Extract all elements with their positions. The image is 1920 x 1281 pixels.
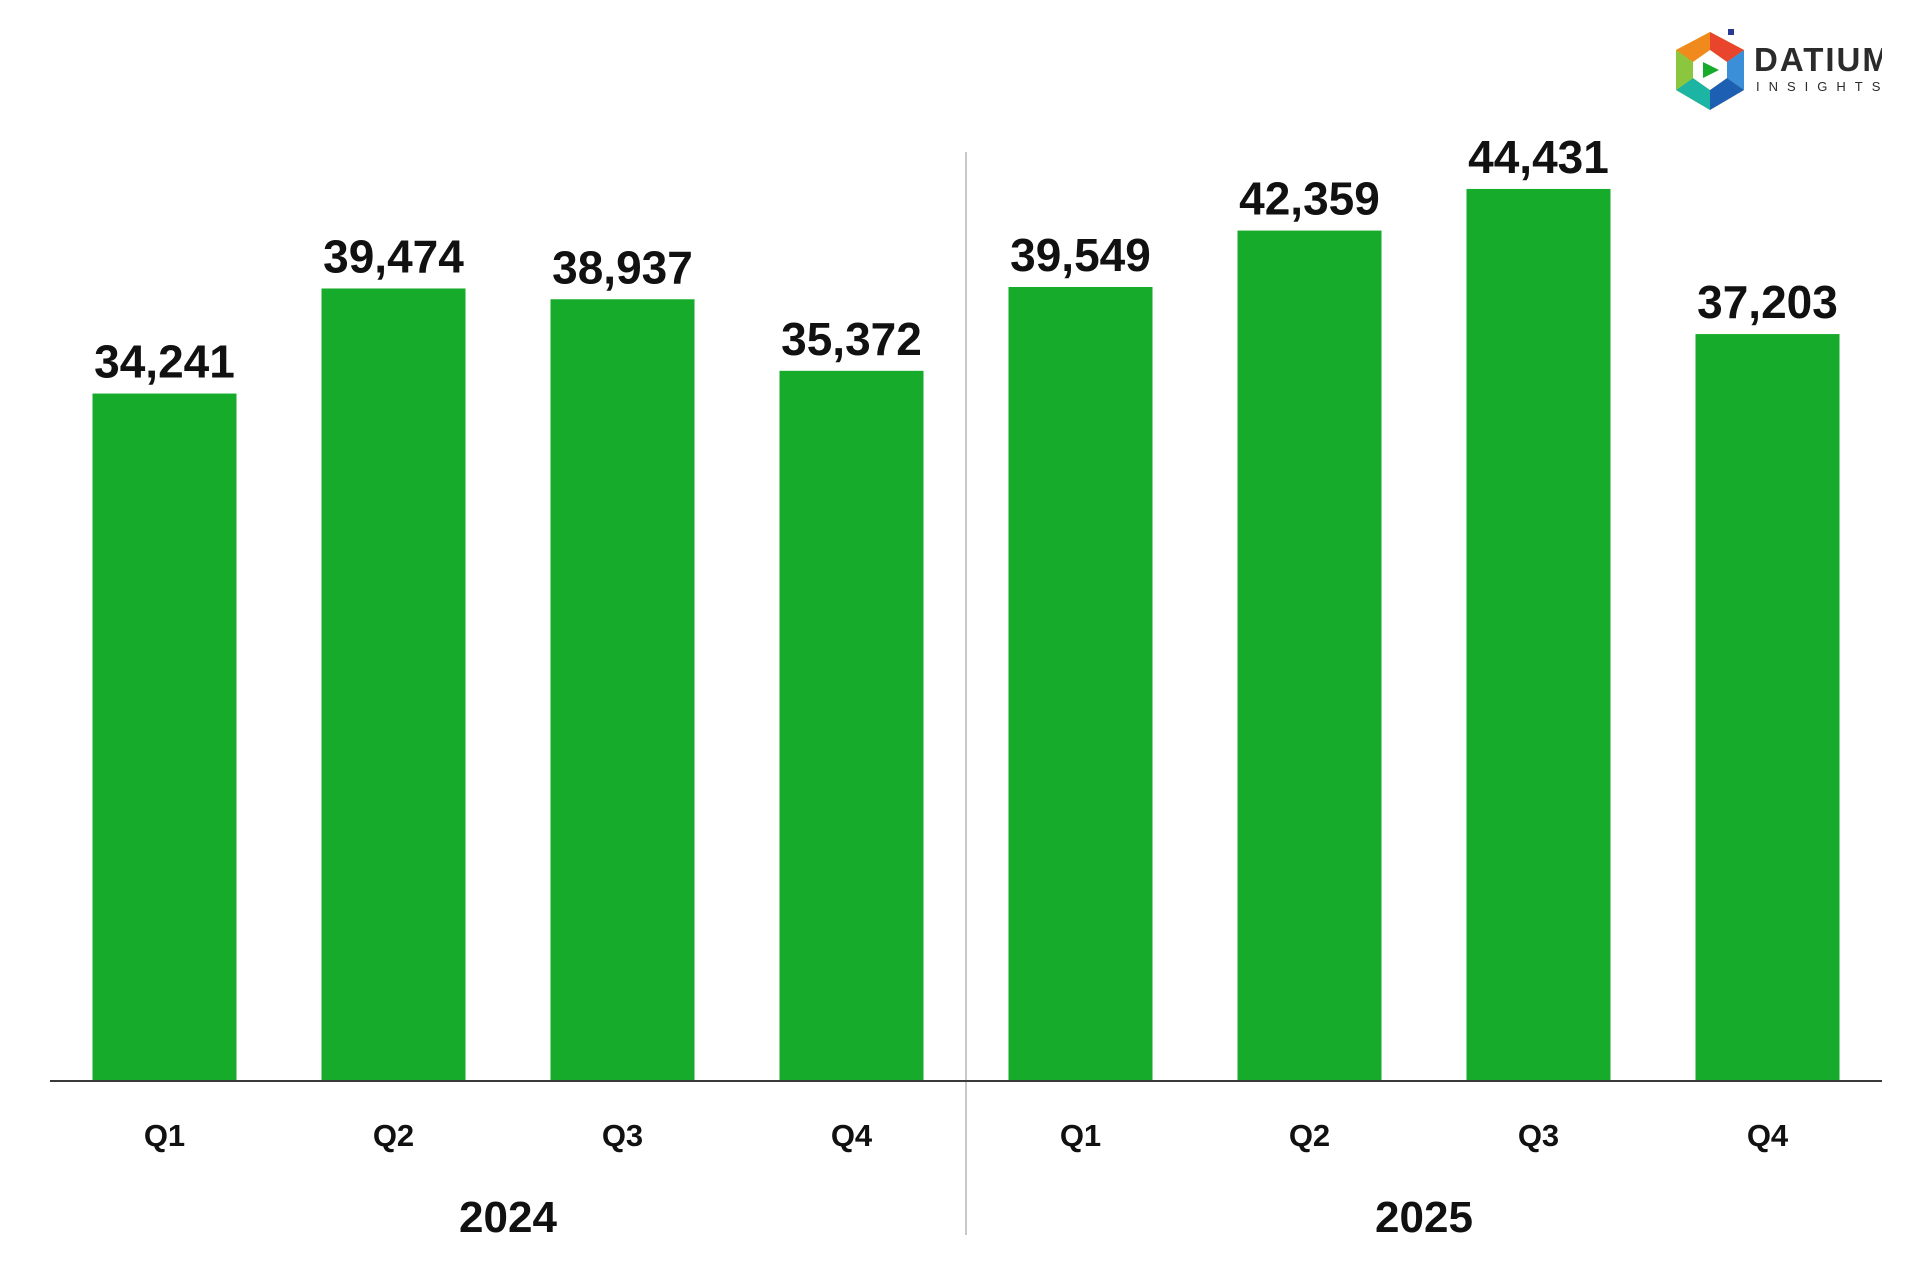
bar-2025-q1 <box>1008 286 1153 1081</box>
group-label-2025: 2025 <box>1375 1193 1473 1242</box>
bar-2024-q4 <box>779 370 924 1081</box>
logo-wordmark: DATIUM <box>1754 41 1882 78</box>
bar-2024-q2 <box>321 288 466 1082</box>
x-tick-label: Q1 <box>144 1118 185 1153</box>
bar-2025-q4 <box>1695 334 1840 1081</box>
bar-value-label: 38,937 <box>552 241 693 293</box>
bar-2025-q3 <box>1466 188 1611 1082</box>
logo-mark-icon <box>1676 29 1744 110</box>
bar-value-label: 35,372 <box>781 313 922 365</box>
bar-2024-q3 <box>550 299 695 1081</box>
x-tick-label: Q1 <box>1060 1118 1101 1153</box>
x-tick-label: Q4 <box>1747 1118 1789 1153</box>
group-label-2024: 2024 <box>459 1193 557 1242</box>
logo-tagline: INSIGHTS <box>1756 79 1882 94</box>
x-tick-label: Q3 <box>602 1118 643 1153</box>
bar-value-label: 39,549 <box>1010 229 1151 281</box>
bar-2024-q1 <box>92 393 237 1081</box>
x-tick-label: Q2 <box>373 1118 414 1153</box>
bar-value-label: 42,359 <box>1239 173 1380 225</box>
bar-2025-q2 <box>1237 230 1382 1081</box>
bar-value-label: 44,431 <box>1468 131 1609 183</box>
x-tick-label: Q2 <box>1289 1118 1330 1153</box>
x-tick-label: Q4 <box>831 1118 873 1153</box>
bar-value-label: 39,474 <box>323 230 464 282</box>
datium-logo: DATIUM INSIGHTS <box>1676 29 1882 110</box>
bar-value-label: 37,203 <box>1697 276 1838 328</box>
x-tick-label: Q3 <box>1518 1118 1559 1153</box>
bar-value-label: 34,241 <box>94 336 235 388</box>
